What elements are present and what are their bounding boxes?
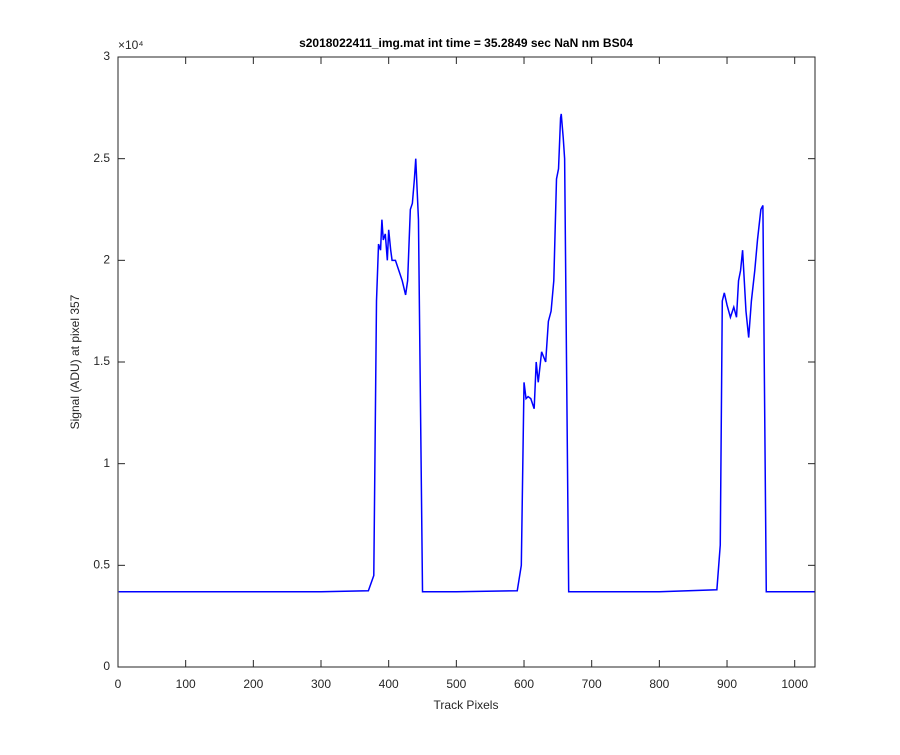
plot-area [118,57,815,667]
y-tick-label: 1 [103,456,110,470]
x-tick-label: 400 [379,677,399,691]
x-tick-label: 700 [582,677,602,691]
x-tick-label: 1000 [781,677,808,691]
x-tick-label: 300 [311,677,331,691]
y-tick-label: 0.5 [93,558,110,572]
chart-title: s2018022411_img.mat int time = 35.2849 s… [299,36,633,50]
y-tick-label: 2.5 [93,151,110,165]
y-tick-label: 2 [103,253,110,267]
x-tick-label: 800 [649,677,669,691]
y-tick-label: 0 [103,659,110,673]
y-axis-label: Signal (ADU) at pixel 357 [68,294,82,429]
x-tick-label: 0 [115,677,122,691]
y-tick-label: 1.5 [93,354,110,368]
x-tick-label: 100 [176,677,196,691]
x-tick-label: 200 [243,677,263,691]
axes-box [117,56,816,668]
x-axis-label: Track Pixels [434,698,499,712]
x-tick-label: 600 [514,677,534,691]
y-exponent: ×10⁴ [118,38,144,52]
x-tick-label: 500 [446,677,466,691]
y-tick-label: 3 [103,49,110,63]
data-line [118,113,815,593]
x-tick-label: 900 [717,677,737,691]
